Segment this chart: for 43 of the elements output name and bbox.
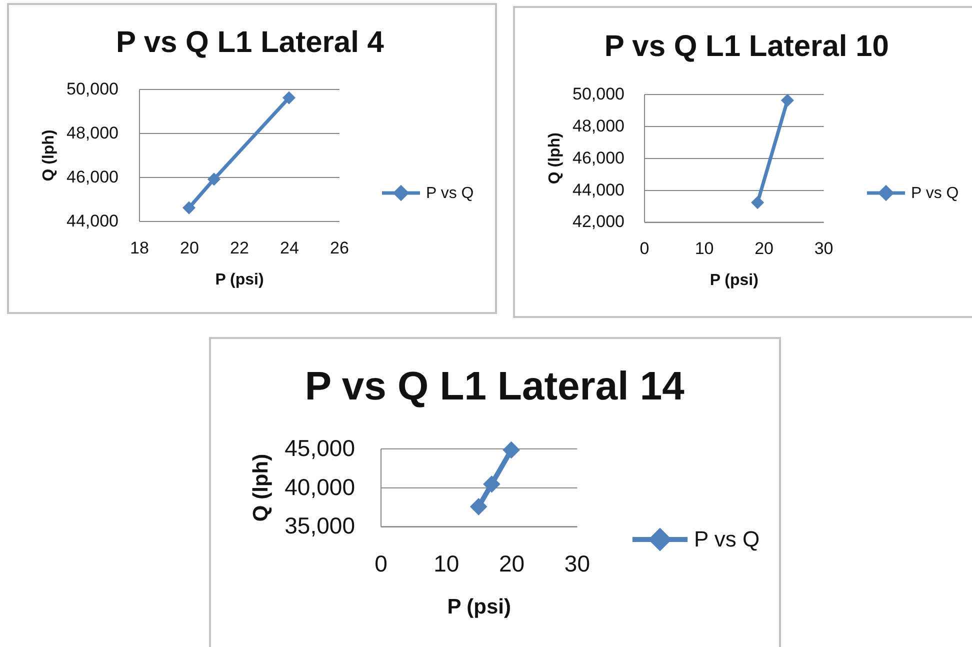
y-tick-label: 44,000	[572, 180, 624, 200]
x-tick-label: 0	[374, 550, 388, 577]
x-axis-title: P (psi)	[710, 272, 758, 290]
point	[182, 201, 196, 214]
y-tick-label: 50,000	[572, 84, 624, 104]
x-tick-label: 20	[180, 238, 199, 258]
x-axis-title: P (psi)	[215, 272, 264, 288]
x-tick-label: 26	[330, 238, 349, 258]
x-tick-label: 30	[814, 239, 834, 258]
x-tick-label: 18	[130, 238, 149, 258]
x-axis-title: P (psi)	[447, 596, 511, 619]
point	[502, 441, 520, 459]
point	[483, 475, 500, 493]
y-tick-label: 35,000	[284, 512, 355, 539]
y-tick-label: 50,000	[66, 80, 118, 98]
x-tick-label: 22	[230, 238, 249, 258]
y-axis-title: Q (lph)	[546, 132, 564, 184]
y-tick-label: 48,000	[66, 124, 118, 142]
y-tick-label: 46,000	[572, 148, 624, 168]
x-tick-label: 20	[754, 239, 774, 258]
y-tick-label: 40,000	[284, 474, 355, 500]
y-tick-label: 46,000	[66, 168, 118, 186]
point	[470, 498, 488, 516]
chart-title: P vs Q L1 Lateral 4	[116, 26, 384, 59]
y-tick-label: 45,000	[284, 434, 355, 461]
y-axis-title: Q (lph)	[250, 454, 273, 522]
legend-label: P vs Q	[694, 526, 760, 552]
y-tick-label: 42,000	[572, 212, 624, 232]
y-tick-label: 44,000	[66, 212, 118, 230]
x-tick-label: 10	[694, 239, 714, 258]
x-tick-label: 24	[280, 238, 299, 258]
x-tick-label: 20	[499, 550, 525, 577]
legend-label: P vs Q	[426, 185, 474, 202]
x-tick-label: 0	[640, 239, 650, 258]
chart-title: P vs Q L1 Lateral 10	[604, 30, 889, 63]
y-axis-title: Q (lph)	[40, 130, 58, 182]
point	[207, 172, 221, 186]
y-tick-label: 48,000	[572, 116, 624, 136]
point	[282, 91, 296, 104]
x-tick-label: 10	[434, 550, 460, 577]
x-tick-label: 30	[564, 550, 590, 577]
legend-label: P vs Q	[911, 185, 959, 202]
chart-title: P vs Q L1 Lateral 14	[304, 364, 686, 408]
